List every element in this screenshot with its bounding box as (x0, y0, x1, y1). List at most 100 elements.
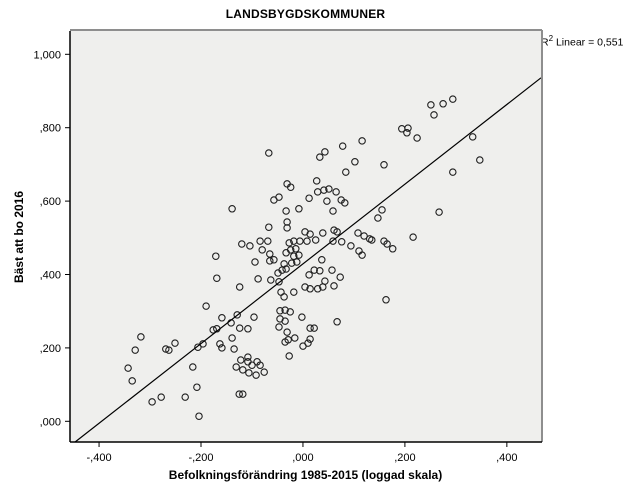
data-point (285, 352, 293, 360)
data-point (282, 265, 290, 273)
r2-superscript: 2 (548, 34, 554, 43)
data-point (295, 251, 303, 259)
data-point (325, 185, 333, 193)
x-tick-label: -,400 (87, 452, 112, 464)
data-point (281, 317, 289, 325)
x-tick-label: ,000 (292, 452, 313, 464)
data-point (280, 293, 288, 301)
data-point (212, 252, 220, 260)
r2-text: Linear = 0,551 (553, 36, 624, 49)
data-point (342, 168, 350, 176)
data-point (318, 256, 326, 264)
data-point (124, 364, 132, 372)
data-point (301, 283, 309, 291)
data-point (283, 224, 291, 232)
data-point (275, 193, 283, 201)
chart-title: LANDSBYGDSKOMMUNER (225, 7, 386, 21)
data-point (336, 273, 344, 281)
data-point (298, 313, 306, 321)
data-point (304, 339, 312, 347)
data-point (194, 343, 202, 351)
data-point (303, 237, 311, 245)
data-point (128, 377, 136, 385)
data-point (323, 197, 331, 205)
x-axis-title: Befolkningsförändring 1985-2015 (loggad … (168, 468, 443, 482)
x-tick-label: ,400 (496, 452, 517, 464)
data-point (245, 369, 253, 377)
data-point (319, 229, 327, 237)
data-point (328, 266, 336, 274)
data-point (239, 390, 247, 398)
data-point (449, 168, 457, 176)
data-point (267, 276, 275, 284)
x-tick-label: -,200 (188, 452, 213, 464)
data-point (316, 153, 324, 161)
data-point (232, 363, 240, 371)
data-point (332, 188, 340, 196)
data-point (383, 240, 391, 248)
data-point (409, 233, 417, 241)
data-point (195, 412, 203, 420)
data-point (316, 267, 324, 275)
data-point (374, 214, 382, 222)
data-point (287, 259, 296, 267)
data-point (449, 95, 457, 103)
y-tick-label: ,800 (40, 123, 61, 135)
data-point (209, 326, 217, 334)
data-point (306, 285, 314, 293)
data-point (286, 183, 295, 191)
data-point (311, 236, 320, 244)
y-tick-label: ,200 (40, 343, 61, 355)
data-point (252, 371, 260, 379)
y-tick-label: 1,000 (33, 49, 61, 61)
data-point (320, 186, 328, 194)
data-point (368, 236, 376, 244)
data-point (378, 206, 386, 214)
data-point (283, 328, 291, 336)
data-point (238, 240, 246, 248)
data-point (235, 283, 244, 291)
data-point (148, 398, 156, 406)
data-point (275, 278, 283, 286)
data-point (233, 311, 241, 319)
data-point (321, 277, 329, 285)
data-point (165, 346, 173, 354)
data-point (358, 137, 366, 145)
data-point (427, 101, 435, 109)
data-point (228, 205, 236, 213)
regression-line (74, 77, 542, 443)
data-point (413, 134, 421, 142)
data-point (265, 149, 273, 157)
data-point (285, 239, 293, 247)
r2-annotation: R2 Linear = 0,551 (541, 34, 623, 49)
data-point (306, 335, 314, 343)
data-point (293, 258, 301, 266)
data-point (439, 100, 447, 108)
data-point (321, 148, 329, 156)
y-tick-label: ,600 (40, 196, 61, 208)
data-point (216, 340, 224, 348)
data-point (306, 230, 314, 238)
y-tick-label: ,400 (40, 270, 61, 282)
data-point (382, 296, 390, 304)
data-point (237, 356, 245, 364)
data-point (131, 346, 139, 354)
data-point (337, 238, 346, 246)
data-point (347, 242, 355, 250)
data-point (313, 285, 322, 293)
data-point (246, 242, 254, 250)
data-point (230, 345, 238, 353)
data-point (341, 199, 349, 207)
data-point (171, 339, 179, 347)
data-point (260, 368, 268, 376)
data-point (228, 334, 236, 342)
data-point (338, 142, 347, 150)
data-point (275, 323, 283, 331)
data-point (290, 288, 298, 296)
data-point (282, 207, 290, 215)
data-point (291, 334, 299, 342)
data-point (218, 314, 226, 322)
data-point (250, 313, 258, 321)
data-point (264, 237, 272, 245)
data-point (330, 282, 338, 290)
